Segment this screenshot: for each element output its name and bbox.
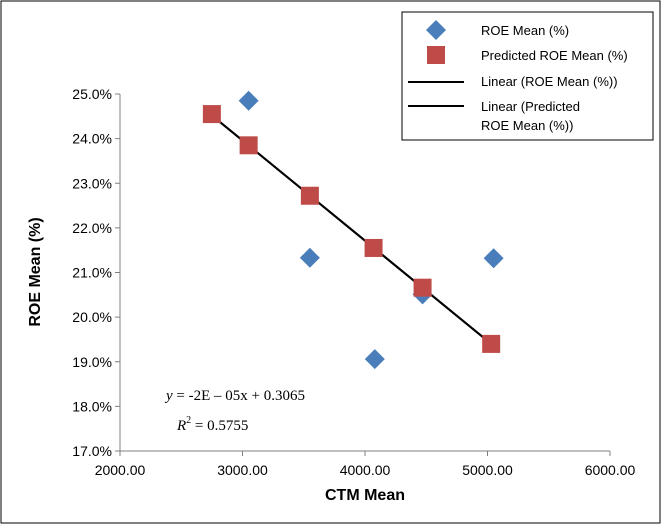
y-axis-title: ROE Mean (%) <box>27 217 44 326</box>
roe-mean-point <box>364 349 385 370</box>
r-squared-label: R2 = 0.5755 <box>176 415 248 434</box>
x-tick-label: 6000.00 <box>585 462 636 478</box>
legend-diamond-icon <box>426 20 446 40</box>
x-tick-label: 2000.00 <box>95 462 146 478</box>
legend-label-predicted-roe-mean: Predicted ROE Mean (%) <box>481 48 628 63</box>
x-axis-title: CTM Mean <box>325 487 405 504</box>
x-tick-label: 4000.00 <box>340 462 391 478</box>
regression-equation: y = -2E – 05x + 0.3065 <box>164 388 305 404</box>
r-squared-value: = 0.5755 <box>191 418 248 434</box>
legend: ROE Mean (%) Predicted ROE Mean (%) Line… <box>401 11 654 141</box>
y-tick-group: 17.0% 18.0% 19.0% 20.0% 21.0% 22.0% 23.0% 24.0%… <box>72 86 120 459</box>
legend-label-roe-mean: ROE Mean (%) <box>481 23 569 38</box>
y-tick-label: 20.0% <box>72 309 112 325</box>
x-tick-label: 5000.00 <box>462 462 513 478</box>
predicted-roe-point <box>364 238 383 257</box>
trendline-group <box>211 114 492 345</box>
legend-label-linear-predicted-line2: ROE Mean (%)) <box>481 118 573 133</box>
legend-box <box>401 11 654 141</box>
predicted-roe-point <box>239 136 258 155</box>
y-tick-label: 23.0% <box>72 175 112 191</box>
y-tick-label: 25.0% <box>72 86 112 102</box>
r-squared-symbol: R <box>176 418 186 434</box>
predicted-roe-point <box>300 186 319 205</box>
y-tick-label: 21.0% <box>72 265 112 281</box>
x-tick-label: 3000.00 <box>217 462 268 478</box>
predicted-roe-point <box>482 334 501 353</box>
equation-y-symbol: y <box>164 388 173 404</box>
x-tick-group: 2000.00 3000.00 4000.00 5000.00 6000.00 <box>95 451 636 478</box>
legend-label-linear-roe: Linear (ROE Mean (%)) <box>481 74 618 89</box>
y-tick-label: 24.0% <box>72 131 112 147</box>
equation-body: = -2E – 05x + 0.3065 <box>173 388 305 404</box>
predicted-roe-point <box>413 278 432 297</box>
y-tick-label: 18.0% <box>72 398 112 414</box>
roe-mean-point <box>238 90 259 111</box>
y-tick-label: 19.0% <box>72 354 112 370</box>
predicted-roe-point <box>202 105 221 124</box>
trendline-2 <box>211 114 492 345</box>
legend-label-linear-predicted-line1: Linear (Predicted <box>481 99 580 114</box>
roe-mean-point <box>483 248 504 269</box>
y-tick-label: 22.0% <box>72 220 112 236</box>
y-tick-label: 17.0% <box>72 443 112 459</box>
data-point-group <box>202 90 504 370</box>
roe-mean-point <box>299 247 320 268</box>
r-squared-superscript: 2 <box>186 415 191 426</box>
legend-square-icon <box>427 46 445 64</box>
